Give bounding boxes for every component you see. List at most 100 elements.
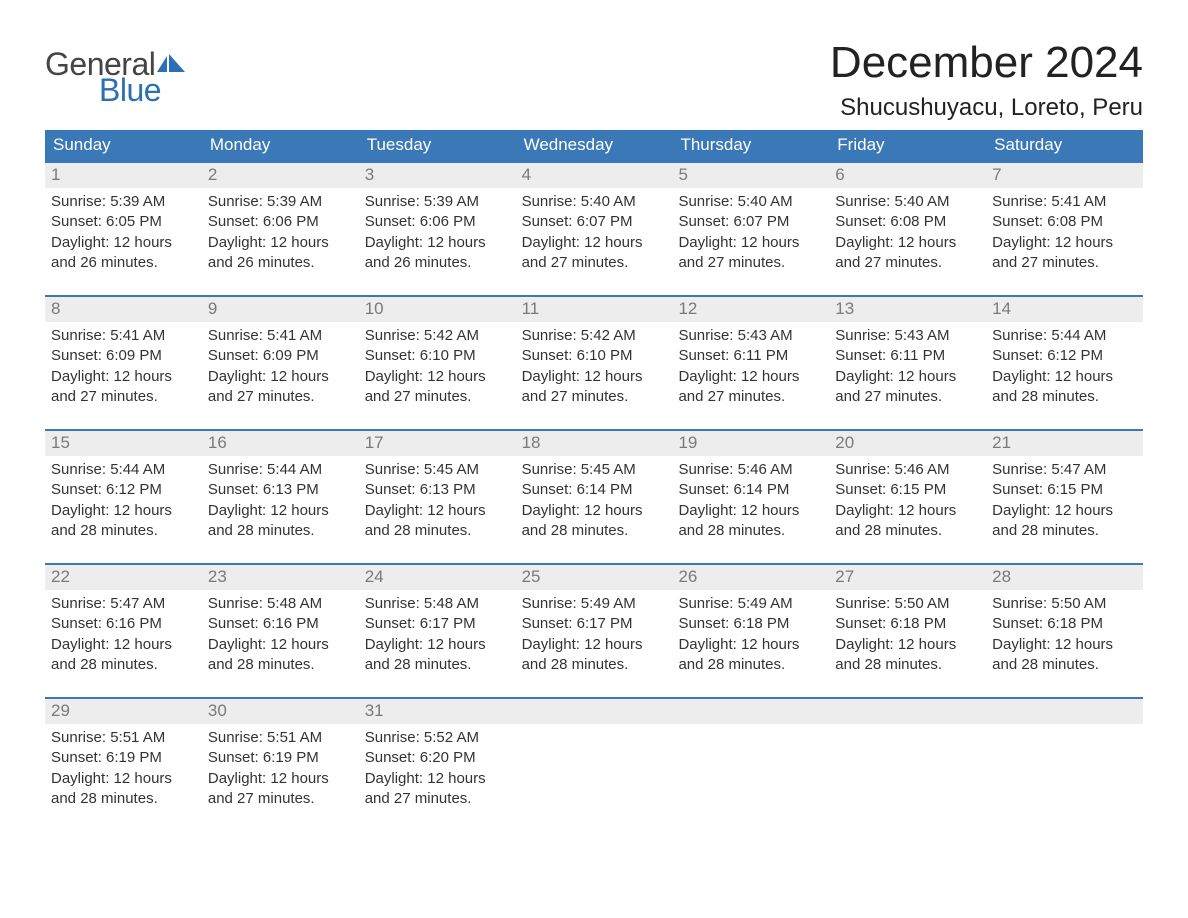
daylight-text: and 27 minutes. [678,387,823,407]
calendar-day: 14Sunrise: 5:44 AMSunset: 6:12 PMDayligh… [986,297,1143,415]
day-number-row: 25 [516,565,673,590]
daylight-text: Daylight: 12 hours [51,501,196,521]
day-details: Sunrise: 5:41 AMSunset: 6:08 PMDaylight:… [986,188,1143,277]
daylight-text: Daylight: 12 hours [208,501,353,521]
daylight-text: Daylight: 12 hours [678,367,823,387]
calendar-week: 29 Sunrise: 5:51 AMSunset: 6:19 PMDayligh… [45,697,1143,817]
daylight-text: and 28 minutes. [51,521,196,541]
calendar-day: 1Sunrise: 5:39 AMSunset: 6:05 PMDaylight… [45,163,202,281]
weekday-header: Friday [829,130,986,161]
daylight-text: and 26 minutes. [365,253,510,273]
weekday-header: Wednesday [516,130,673,161]
calendar-day: 13Sunrise: 5:43 AMSunset: 6:11 PMDayligh… [829,297,986,415]
sunset-text: Sunset: 6:18 PM [678,614,823,634]
day-number: 29 [51,701,70,720]
day-number-row: 2 [202,163,359,188]
calendar-day: 10Sunrise: 5:42 AMSunset: 6:10 PMDayligh… [359,297,516,415]
calendar-day: 11Sunrise: 5:42 AMSunset: 6:10 PMDayligh… [516,297,673,415]
daylight-text: and 28 minutes. [51,789,196,809]
day-number-row: 31 [359,699,516,724]
day-number-row: 20 [829,431,986,456]
sunrise-text: Sunrise: 5:45 AM [365,460,510,480]
day-number-row: 23 [202,565,359,590]
sunset-text: Sunset: 6:17 PM [522,614,667,634]
day-number: 22 [51,567,70,586]
sunset-text: Sunset: 6:19 PM [208,748,353,768]
calendar-day: 5Sunrise: 5:40 AMSunset: 6:07 PMDaylight… [672,163,829,281]
calendar-day: 16Sunrise: 5:44 AMSunset: 6:13 PMDayligh… [202,431,359,549]
day-details: Sunrise: 5:45 AMSunset: 6:14 PMDaylight:… [516,456,673,545]
day-details: Sunrise: 5:43 AMSunset: 6:11 PMDaylight:… [672,322,829,411]
day-number-row: 22 [45,565,202,590]
calendar-day: 26Sunrise: 5:49 AMSunset: 6:18 PMDayligh… [672,565,829,683]
daylight-text: and 28 minutes. [835,655,980,675]
daylight-text: and 27 minutes. [835,387,980,407]
calendar-day: 17Sunrise: 5:45 AMSunset: 6:13 PMDayligh… [359,431,516,549]
daylight-text: and 28 minutes. [992,387,1137,407]
day-number: 20 [835,433,854,452]
calendar-day: . [829,699,986,817]
daylight-text: and 27 minutes. [678,253,823,273]
calendar-week: 8 Sunrise: 5:41 AMSunset: 6:09 PMDaylight… [45,295,1143,415]
daylight-text: Daylight: 12 hours [208,233,353,253]
sunrise-text: Sunrise: 5:51 AM [51,728,196,748]
daylight-text: and 27 minutes. [522,387,667,407]
daylight-text: and 26 minutes. [208,253,353,273]
daylight-text: Daylight: 12 hours [208,367,353,387]
weekday-header: Tuesday [359,130,516,161]
day-number-row: 4 [516,163,673,188]
sunrise-text: Sunrise: 5:43 AM [835,326,980,346]
day-number: 5 [678,165,687,184]
day-details: Sunrise: 5:44 AMSunset: 6:12 PMDaylight:… [986,322,1143,411]
daylight-text: Daylight: 12 hours [835,367,980,387]
day-details: Sunrise: 5:50 AMSunset: 6:18 PMDaylight:… [986,590,1143,679]
day-number-row: 19 [672,431,829,456]
daylight-text: Daylight: 12 hours [992,367,1137,387]
day-details: Sunrise: 5:46 AMSunset: 6:14 PMDaylight:… [672,456,829,545]
sunset-text: Sunset: 6:09 PM [208,346,353,366]
day-number-row: 3 [359,163,516,188]
day-details: Sunrise: 5:42 AMSunset: 6:10 PMDaylight:… [359,322,516,411]
day-details: Sunrise: 5:39 AMSunset: 6:06 PMDaylight:… [202,188,359,277]
day-details: Sunrise: 5:51 AMSunset: 6:19 PMDaylight:… [202,724,359,813]
day-details: Sunrise: 5:52 AMSunset: 6:20 PMDaylight:… [359,724,516,813]
day-number-row: 11 [516,297,673,322]
daylight-text: Daylight: 12 hours [835,635,980,655]
day-details: Sunrise: 5:39 AMSunset: 6:06 PMDaylight:… [359,188,516,277]
day-details: Sunrise: 5:42 AMSunset: 6:10 PMDaylight:… [516,322,673,411]
day-details: Sunrise: 5:41 AMSunset: 6:09 PMDaylight:… [45,322,202,411]
daylight-text: and 27 minutes. [51,387,196,407]
sunrise-text: Sunrise: 5:45 AM [522,460,667,480]
calendar-day: 4Sunrise: 5:40 AMSunset: 6:07 PMDaylight… [516,163,673,281]
day-number: 23 [208,567,227,586]
day-details: Sunrise: 5:47 AMSunset: 6:16 PMDaylight:… [45,590,202,679]
daylight-text: and 28 minutes. [208,655,353,675]
calendar-day: 31Sunrise: 5:52 AMSunset: 6:20 PMDayligh… [359,699,516,817]
daylight-text: and 28 minutes. [522,655,667,675]
daylight-text: and 28 minutes. [365,521,510,541]
sunrise-text: Sunrise: 5:43 AM [678,326,823,346]
calendar-day: 8 Sunrise: 5:41 AMSunset: 6:09 PMDaylight… [45,297,202,415]
day-number: 15 [51,433,70,452]
sunrise-text: Sunrise: 5:46 AM [678,460,823,480]
daylight-text: and 28 minutes. [992,521,1137,541]
daylight-text: and 27 minutes. [208,789,353,809]
day-number: 19 [678,433,697,452]
sunrise-text: Sunrise: 5:50 AM [992,594,1137,614]
day-number: 26 [678,567,697,586]
sunset-text: Sunset: 6:14 PM [678,480,823,500]
day-number-row: 1 [45,163,202,188]
daylight-text: Daylight: 12 hours [992,501,1137,521]
daylight-text: Daylight: 12 hours [835,501,980,521]
location-subtitle: Shucushuyacu, Loreto, Peru [830,94,1143,122]
sunset-text: Sunset: 6:13 PM [208,480,353,500]
day-number: 24 [365,567,384,586]
day-number-row: 14 [986,297,1143,322]
daylight-text: Daylight: 12 hours [992,233,1137,253]
day-number-row: 18 [516,431,673,456]
day-number-row: 16 [202,431,359,456]
day-number-row: 26 [672,565,829,590]
calendar-day: 23Sunrise: 5:48 AMSunset: 6:16 PMDayligh… [202,565,359,683]
day-number: 8 [51,299,60,318]
sunrise-text: Sunrise: 5:40 AM [835,192,980,212]
